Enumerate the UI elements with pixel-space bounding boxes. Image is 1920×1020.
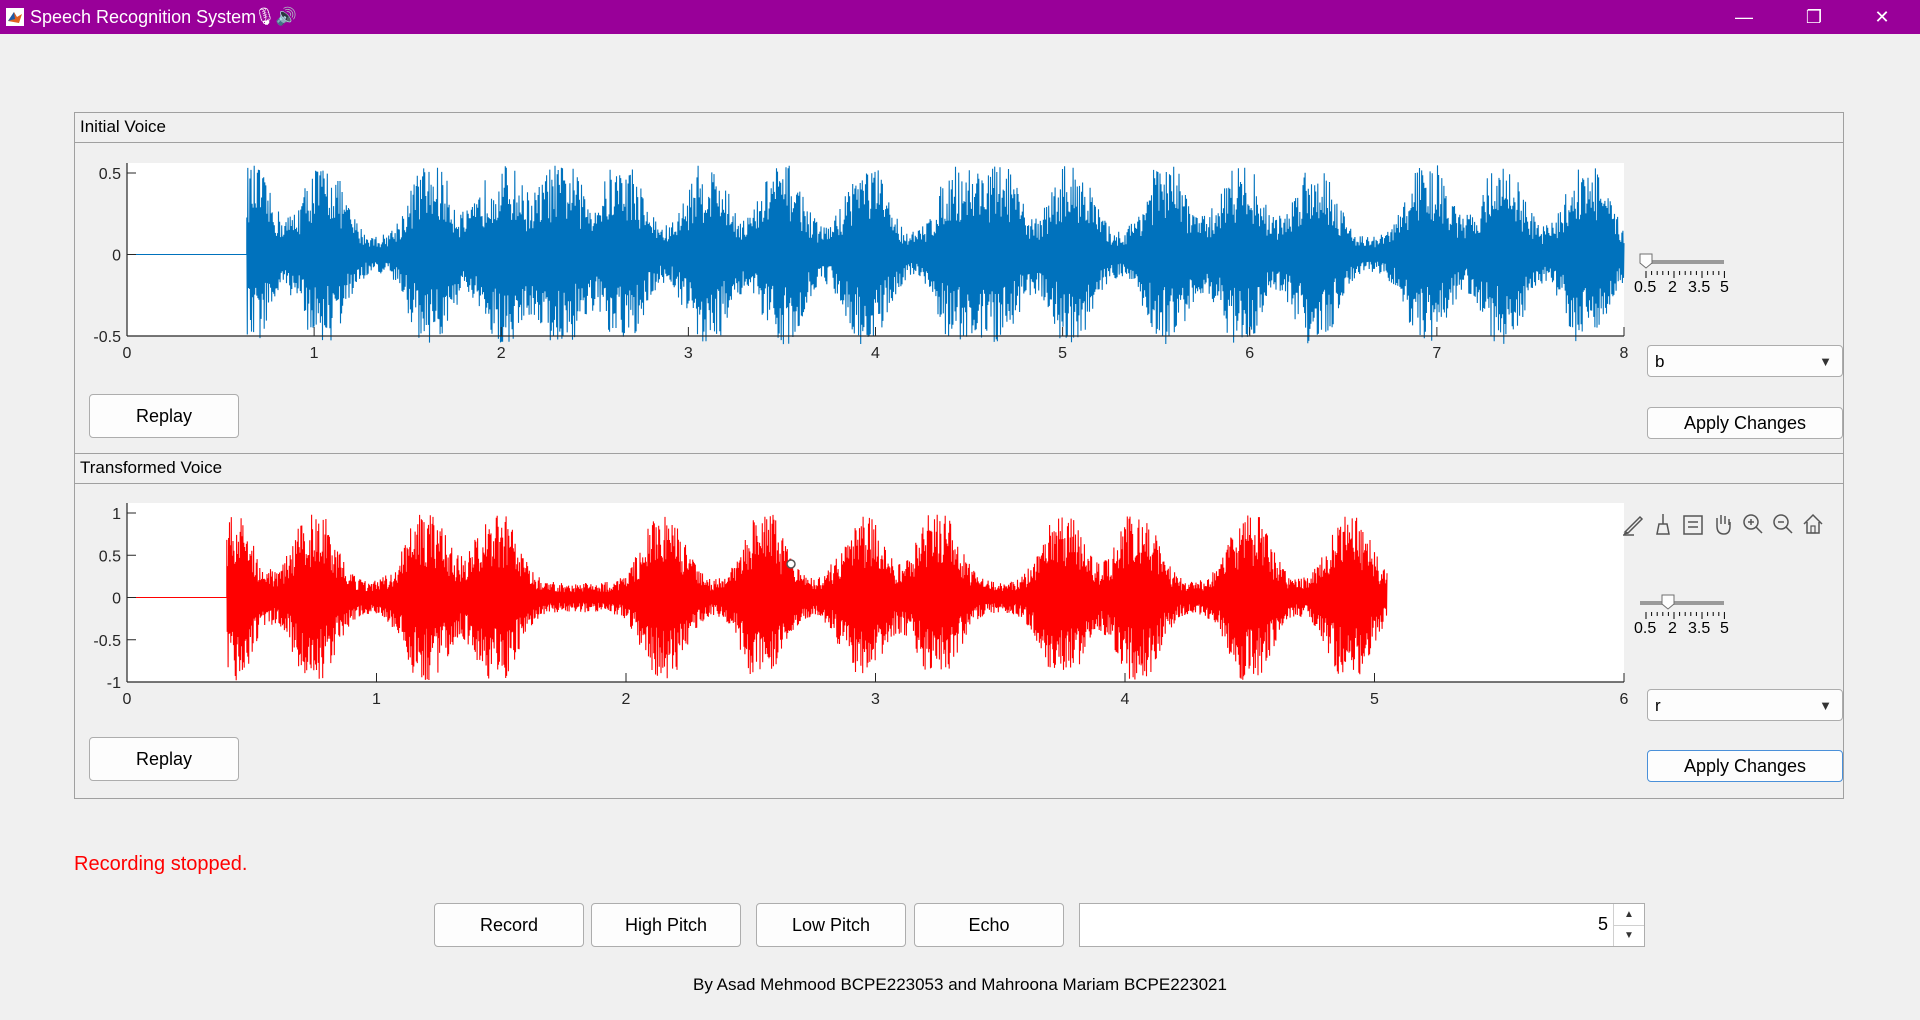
speed-slider-initial[interactable]: 0.5 2 3.5 5 bbox=[1634, 247, 1736, 299]
slider-thumb[interactable] bbox=[1639, 253, 1653, 269]
pan-icon[interactable] bbox=[1710, 510, 1736, 538]
record-button[interactable]: Record bbox=[434, 903, 584, 947]
high-pitch-label: High Pitch bbox=[624, 914, 708, 935]
y-tick-label: 0 bbox=[112, 248, 121, 265]
restore-icon[interactable] bbox=[1680, 510, 1706, 538]
y-tick-label: -0.5 bbox=[93, 329, 121, 346]
data-cursor-marker bbox=[786, 559, 796, 569]
apply-changes-transformed-button[interactable]: Apply Changes bbox=[1647, 750, 1843, 782]
apply-changes-label: Apply Changes bbox=[1683, 755, 1807, 776]
waveform-series bbox=[127, 514, 1388, 681]
dropdown-value: r bbox=[1655, 696, 1661, 715]
replay-initial-button[interactable]: Replay bbox=[89, 394, 239, 438]
y-tick-label: 0.5 bbox=[99, 548, 121, 565]
spinner-up-icon[interactable]: ▲ bbox=[1614, 904, 1644, 926]
apply-changes-label: Apply Changes bbox=[1683, 412, 1807, 433]
slider-tick-label: 3.5 bbox=[1688, 620, 1711, 637]
replay-transformed-label: Replay bbox=[135, 748, 193, 769]
low-pitch-label: Low Pitch bbox=[791, 914, 871, 935]
record-label: Record bbox=[479, 914, 539, 935]
x-tick-label: 7 bbox=[1432, 345, 1441, 362]
slider-tick-label: 5 bbox=[1720, 279, 1729, 296]
transformed-voice-panel: Transformed Voice 012345610.50-0.5-1×104… bbox=[74, 453, 1844, 799]
high-pitch-button[interactable]: High Pitch bbox=[591, 903, 741, 947]
x-tick-label: 2 bbox=[497, 345, 506, 362]
x-tick-label: 6 bbox=[1245, 345, 1254, 362]
y-tick-label: 1 bbox=[112, 506, 121, 523]
zoom-out-icon[interactable] bbox=[1770, 510, 1796, 538]
x-tick-label: 1 bbox=[372, 691, 381, 704]
close-button[interactable]: ✕ bbox=[1852, 0, 1912, 34]
home-icon[interactable] bbox=[1800, 510, 1826, 538]
window-title: Speech Recognition System bbox=[30, 7, 257, 27]
panel-divider bbox=[75, 142, 1843, 143]
slider-tick-label: 3.5 bbox=[1688, 279, 1711, 296]
dropdown-value: b bbox=[1655, 352, 1665, 371]
chevron-down-icon: ▼ bbox=[1819, 698, 1832, 713]
y-tick-label: 0 bbox=[112, 591, 121, 608]
x-tick-label: 8 bbox=[1620, 345, 1629, 362]
maximize-button[interactable]: ❐ bbox=[1784, 0, 1844, 34]
x-multiplier-exponent: 4 bbox=[1620, 361, 1627, 363]
slider-tick-label: 0.5 bbox=[1634, 620, 1657, 637]
y-tick-label: 0.5 bbox=[99, 166, 121, 183]
spinner-arrows: ▲ ▼ bbox=[1613, 904, 1644, 946]
slider-tick-label: 5 bbox=[1720, 620, 1729, 637]
status-message: Recording stopped. bbox=[74, 853, 248, 875]
x-tick-label: 6 bbox=[1620, 691, 1629, 704]
panel-title-initial: Initial Voice bbox=[80, 117, 166, 136]
title-emoji: 🎙🔊 bbox=[254, 7, 297, 26]
x-tick-label: 2 bbox=[622, 691, 631, 704]
matlab-logo-icon bbox=[6, 8, 24, 26]
x-tick-label: 5 bbox=[1370, 691, 1379, 704]
replay-transformed-button[interactable]: Replay bbox=[89, 737, 239, 781]
minimize-button[interactable]: — bbox=[1714, 0, 1774, 34]
x-tick-label: 3 bbox=[684, 345, 693, 362]
x-tick-label: 5 bbox=[1058, 345, 1067, 362]
duration-value: 5 bbox=[1597, 914, 1608, 934]
close-icon: ✕ bbox=[1874, 6, 1890, 27]
zoom-in-icon[interactable] bbox=[1740, 510, 1766, 538]
panel-title-transformed: Transformed Voice bbox=[80, 458, 223, 477]
slider-tick-label: 2 bbox=[1668, 279, 1677, 296]
duration-spinner[interactable]: 5 ▲ ▼ bbox=[1079, 903, 1645, 947]
x-tick-label: 0 bbox=[123, 345, 132, 362]
y-tick-label: -1 bbox=[107, 675, 121, 692]
low-pitch-button[interactable]: Low Pitch bbox=[756, 903, 906, 947]
effect-dropdown-transformed[interactable]: r ▼ bbox=[1647, 689, 1843, 721]
x-tick-label: 0 bbox=[123, 691, 132, 704]
slider-thumb[interactable] bbox=[1661, 594, 1675, 610]
minimize-icon: — bbox=[1735, 6, 1753, 27]
x-tick-label: 4 bbox=[871, 345, 880, 362]
y-tick-label: -0.5 bbox=[93, 633, 121, 650]
brush-icon[interactable] bbox=[1620, 510, 1646, 538]
x-tick-label: 4 bbox=[1121, 691, 1130, 704]
footer-credits: By Asad Mehmood BCPE223053 and Mahroona … bbox=[693, 975, 1227, 994]
apply-changes-initial-button[interactable]: Apply Changes bbox=[1647, 407, 1843, 439]
effect-dropdown-initial[interactable]: b ▼ bbox=[1647, 345, 1843, 377]
slider-tick-label: 2 bbox=[1668, 620, 1677, 637]
window-titlebar: Speech Recognition System 🎙🔊 — ❐ ✕ bbox=[0, 0, 1920, 34]
speed-slider-transformed[interactable]: 0.5 2 3.5 5 bbox=[1634, 588, 1736, 640]
maximize-icon: ❐ bbox=[1805, 6, 1823, 27]
echo-label: Echo bbox=[968, 914, 1010, 935]
panel-divider bbox=[75, 483, 1843, 484]
x-tick-label: 3 bbox=[871, 691, 880, 704]
replay-initial-label: Replay bbox=[135, 405, 193, 426]
chevron-down-icon: ▼ bbox=[1819, 354, 1832, 369]
slider-tick-label: 0.5 bbox=[1634, 279, 1657, 296]
data-tip-icon[interactable] bbox=[1650, 510, 1676, 538]
echo-button[interactable]: Echo bbox=[914, 903, 1064, 947]
spinner-down-icon[interactable]: ▼ bbox=[1624, 930, 1634, 941]
x-tick-label: 1 bbox=[310, 345, 319, 362]
